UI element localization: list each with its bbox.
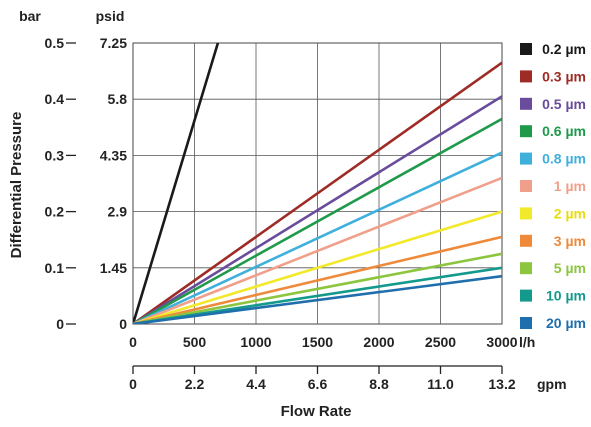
- legend-swatch: [520, 207, 532, 220]
- legend-label: 2 µm: [554, 205, 586, 221]
- x-tick-label: 3000: [486, 334, 517, 350]
- legend-swatch: [520, 234, 532, 247]
- x-secondary-tick-label: 2.2: [185, 376, 205, 392]
- legend-swatch: [520, 43, 532, 55]
- legend-label: 20 µm: [546, 315, 586, 331]
- x-secondary-unit: gpm: [537, 376, 567, 392]
- legend-swatch: [520, 262, 532, 275]
- series-line: [133, 61, 502, 324]
- legend-label: 0.3 µm: [542, 68, 586, 84]
- y-axis-title: Differential Pressure: [8, 112, 25, 259]
- y-left-unit: bar: [19, 8, 41, 24]
- series-line: [133, 95, 502, 324]
- x-tick-label: 1500: [302, 334, 333, 350]
- legend-label: 0.6 µm: [542, 123, 586, 139]
- legend-label: 3 µm: [554, 233, 586, 249]
- x-tick-label: 1000: [240, 334, 271, 350]
- x-tick-label: 2500: [425, 334, 456, 350]
- legend-label: 0.2 µm: [542, 41, 586, 57]
- legend-label: 1 µm: [554, 178, 586, 194]
- x-axis-title: Flow Rate: [281, 403, 352, 420]
- y-left-tick-label: 0.5: [45, 35, 65, 51]
- legend-swatch: [520, 125, 532, 138]
- series-lines: [133, 43, 502, 324]
- y-right-tick-label: 0: [119, 316, 127, 332]
- y-right-tick-label: 5.8: [108, 91, 128, 107]
- y-left-tick-label: 0.3: [45, 147, 65, 163]
- series-line: [133, 252, 502, 324]
- legend-swatch: [520, 317, 532, 329]
- y-left-tick-label: 0: [56, 316, 64, 332]
- x-secondary-tick-label: 11.0: [427, 376, 454, 392]
- x-secondary-tick-label: 4.4: [246, 376, 266, 392]
- y-left-tick-label: 0.4: [45, 91, 65, 107]
- x-secondary-tick-label: 8.8: [369, 376, 389, 392]
- x-primary-unit: l/h: [519, 334, 535, 350]
- legend-label: 0.8 µm: [542, 151, 586, 167]
- series-line: [133, 266, 502, 324]
- x-tick-label: 500: [183, 334, 207, 350]
- y-left-tick-label: 0.1: [45, 260, 65, 276]
- y-right-tick-label: 2.9: [108, 204, 128, 220]
- y-right-tick-label: 4.35: [100, 147, 127, 163]
- x-secondary-tick-label: 6.6: [308, 376, 328, 392]
- x-secondary-tick-label: 0: [129, 376, 137, 392]
- y-right-unit: psid: [96, 8, 125, 24]
- series-line: [133, 235, 502, 324]
- legend-label: 0.5 µm: [542, 96, 586, 112]
- y-right-tick-label: 1.45: [100, 260, 127, 276]
- legend-swatch: [520, 152, 532, 165]
- axes: 0 00.1 1.450.2 2.90.3 4.350.4 5.80.5 7.250 500 1…: [45, 35, 518, 392]
- legend: 0.2 µm 0.3 µm 0.5 µm 0.6 µm 0.8 µm 1 µm 2 µm 3 …: [520, 41, 586, 331]
- y-right-tick-label: 7.25: [100, 35, 127, 51]
- x-secondary-tick-label: 13.2: [488, 376, 515, 392]
- legend-swatch: [520, 70, 532, 83]
- series-line: [133, 117, 502, 324]
- grid: [132, 42, 503, 325]
- legend-swatch: [520, 289, 532, 302]
- series-line: [133, 176, 502, 324]
- series-line: [133, 151, 502, 324]
- x-tick-label: 2000: [363, 334, 394, 350]
- series-line: [133, 43, 220, 324]
- series-line: [133, 210, 502, 324]
- legend-swatch: [520, 97, 532, 110]
- legend-swatch: [520, 180, 532, 192]
- legend-label: 5 µm: [554, 260, 586, 276]
- legend-label: 10 µm: [546, 288, 586, 304]
- y-left-tick-label: 0.2: [45, 204, 65, 220]
- x-tick-label: 0: [129, 334, 137, 350]
- series-line: [133, 274, 502, 324]
